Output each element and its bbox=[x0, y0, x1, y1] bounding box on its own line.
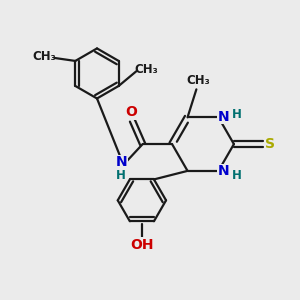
Text: OH: OH bbox=[130, 238, 154, 252]
Text: CH₃: CH₃ bbox=[135, 63, 158, 76]
Text: H: H bbox=[232, 169, 242, 182]
Text: N: N bbox=[218, 164, 230, 178]
Text: H: H bbox=[232, 109, 242, 122]
Text: S: S bbox=[265, 137, 275, 151]
Text: N: N bbox=[218, 110, 230, 124]
Text: CH₃: CH₃ bbox=[186, 74, 210, 87]
Text: CH₃: CH₃ bbox=[32, 50, 56, 63]
Text: N: N bbox=[115, 155, 127, 170]
Text: H: H bbox=[116, 169, 126, 182]
Text: O: O bbox=[125, 105, 137, 119]
